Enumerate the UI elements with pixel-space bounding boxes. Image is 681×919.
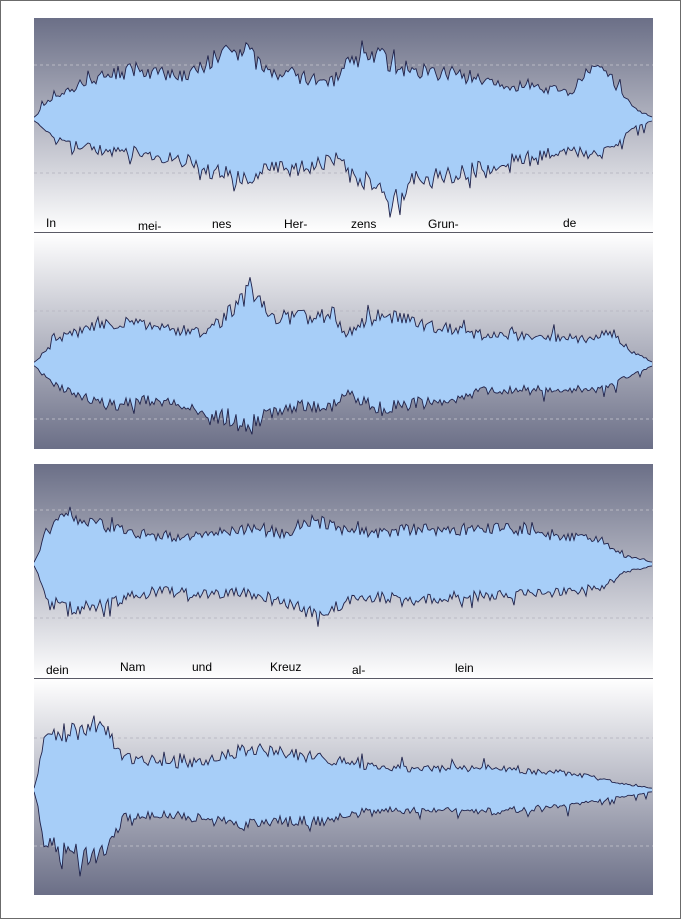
- waveform-system-2: dein Nam und Kreuz al- lein: [34, 464, 653, 895]
- lyric-syllable: al-: [352, 663, 366, 677]
- waveform-lower-outline: [34, 365, 653, 435]
- lyric-syllable: mei-: [138, 219, 162, 233]
- waveform-upper-staff-1: [34, 18, 653, 233]
- staff-divider-2: [34, 678, 653, 679]
- lyric-syllable: Her-: [284, 217, 308, 231]
- waveform-upper-outline: [34, 277, 653, 363]
- waveform-upper-staff-2: [34, 464, 653, 679]
- lyric-syllable: Nam: [120, 660, 146, 674]
- lyric-syllable: Grun-: [428, 217, 459, 231]
- waveform-lower-outline: [34, 565, 653, 627]
- staff-divider-1: [34, 232, 653, 233]
- lyric-syllable: de: [563, 216, 577, 230]
- lyric-syllable: lein: [455, 661, 474, 675]
- waveform-system-1: In mei- nes Her- zens Grun- de: [34, 18, 653, 449]
- waveform-envelope: [34, 715, 652, 877]
- lyric-syllable: zens: [351, 217, 377, 231]
- lyric-syllable: nes: [212, 217, 232, 231]
- waveform-lower-staff-1: [34, 233, 653, 449]
- waveform-upper-outline: [34, 40, 653, 118]
- lyric-syllable: und: [192, 660, 213, 674]
- lyric-syllable: In: [46, 216, 57, 230]
- lyric-syllable: dein: [46, 663, 69, 677]
- waveform-envelope: [34, 40, 652, 218]
- waveform-envelope: [34, 506, 652, 627]
- lyric-syllable: Kreuz: [270, 660, 302, 674]
- waveform-upper-outline: [34, 506, 653, 563]
- waveform-upper-outline: [34, 715, 653, 789]
- waveform-envelope: [34, 277, 652, 435]
- waveform-lower-outline: [34, 120, 653, 218]
- waveform-lower-outline: [34, 791, 653, 877]
- waveform-lower-staff-2: [34, 679, 653, 895]
